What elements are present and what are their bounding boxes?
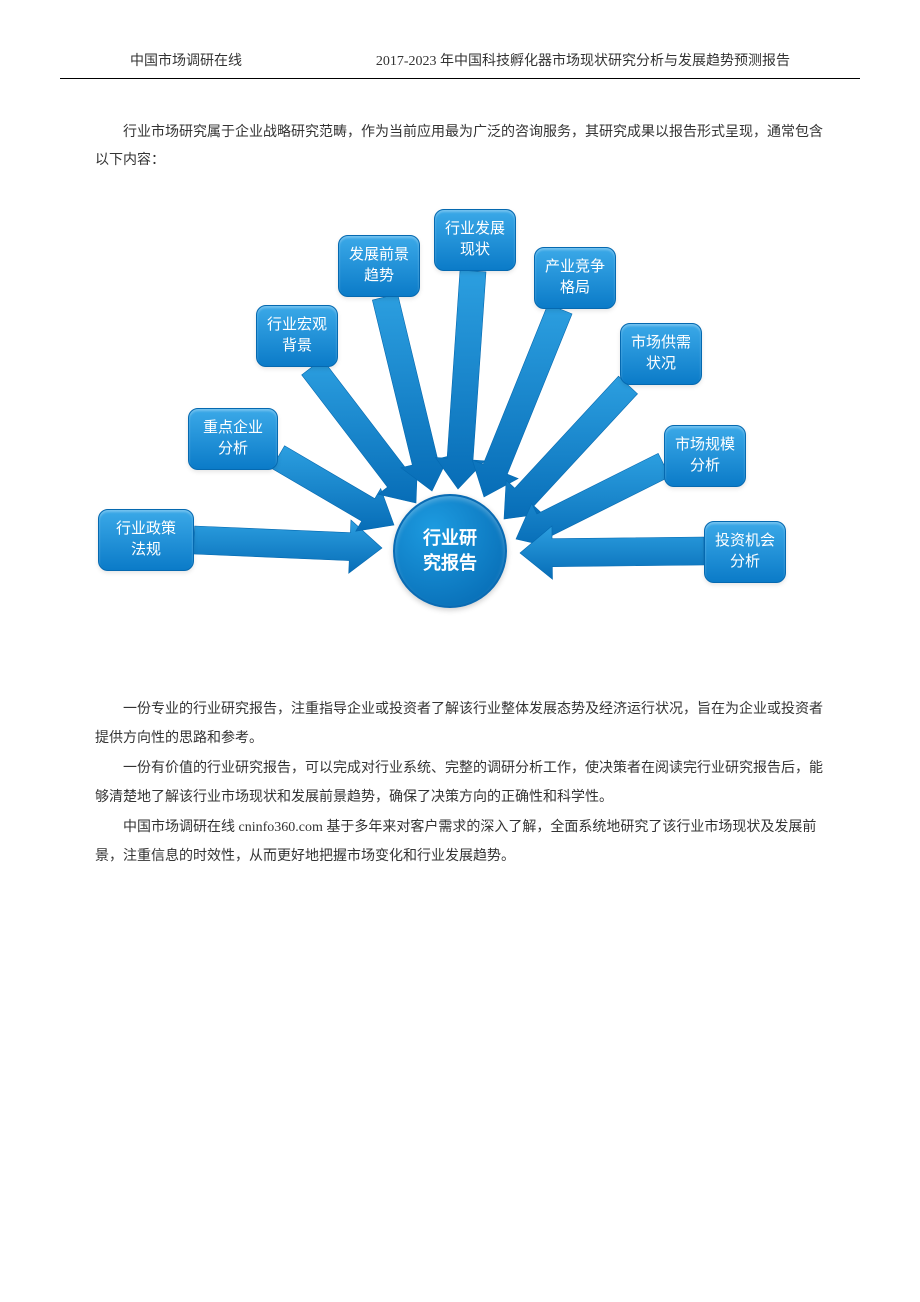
diagram-node-n9: 投资机会分析 — [704, 521, 786, 583]
arrow-n9 — [520, 526, 704, 579]
diagram-node-n5: 行业发展现状 — [434, 209, 516, 271]
body-paragraph-3: 中国市场调研在线 cninfo360.com 基于多年来对客户需求的深入了解，全… — [95, 813, 825, 872]
header-left-text: 中国市场调研在线 — [130, 50, 242, 70]
diagram-node-n6: 产业竞争格局 — [534, 247, 616, 309]
center-node: 行业研究报告 — [393, 494, 507, 608]
diagram-node-n3: 行业宏观背景 — [256, 305, 338, 367]
arrow-n1 — [193, 520, 382, 573]
body-text-section: 一份专业的行业研究报告，注重指导企业或投资者了解该行业整体发展态势及经济运行状况… — [0, 645, 920, 871]
diagram-node-n1: 行业政策法规 — [98, 509, 194, 571]
diagram-node-n8: 市场规模分析 — [664, 425, 746, 487]
body-paragraph-2: 一份有价值的行业研究报告，可以完成对行业系统、完整的调研分析工作，使决策者在阅读… — [95, 754, 825, 813]
diagram-node-n2: 重点企业分析 — [188, 408, 278, 470]
radial-diagram: 行业政策法规 重点企业分析 行业宏观背景发展前景趋势行业发展现状产业竞争格局市场供需… — [80, 205, 840, 645]
page-header: 中国市场调研在线 2017-2023 年中国科技孵化器市场现状研究分析与发展趋势… — [60, 0, 860, 79]
diagram-node-n7: 市场供需状况 — [620, 323, 702, 385]
header-right-text: 2017-2023 年中国科技孵化器市场现状研究分析与发展趋势预测报告 — [376, 50, 790, 70]
arrow-n5 — [435, 270, 486, 489]
body-paragraph-1: 一份专业的行业研究报告，注重指导企业或投资者了解该行业整体发展态势及经济运行状况… — [95, 695, 825, 754]
diagram-node-n4: 发展前景趋势 — [338, 235, 420, 297]
intro-paragraph: 行业市场研究属于企业战略研究范畴，作为当前应用最为广泛的咨询服务，其研究成果以报… — [0, 79, 920, 175]
